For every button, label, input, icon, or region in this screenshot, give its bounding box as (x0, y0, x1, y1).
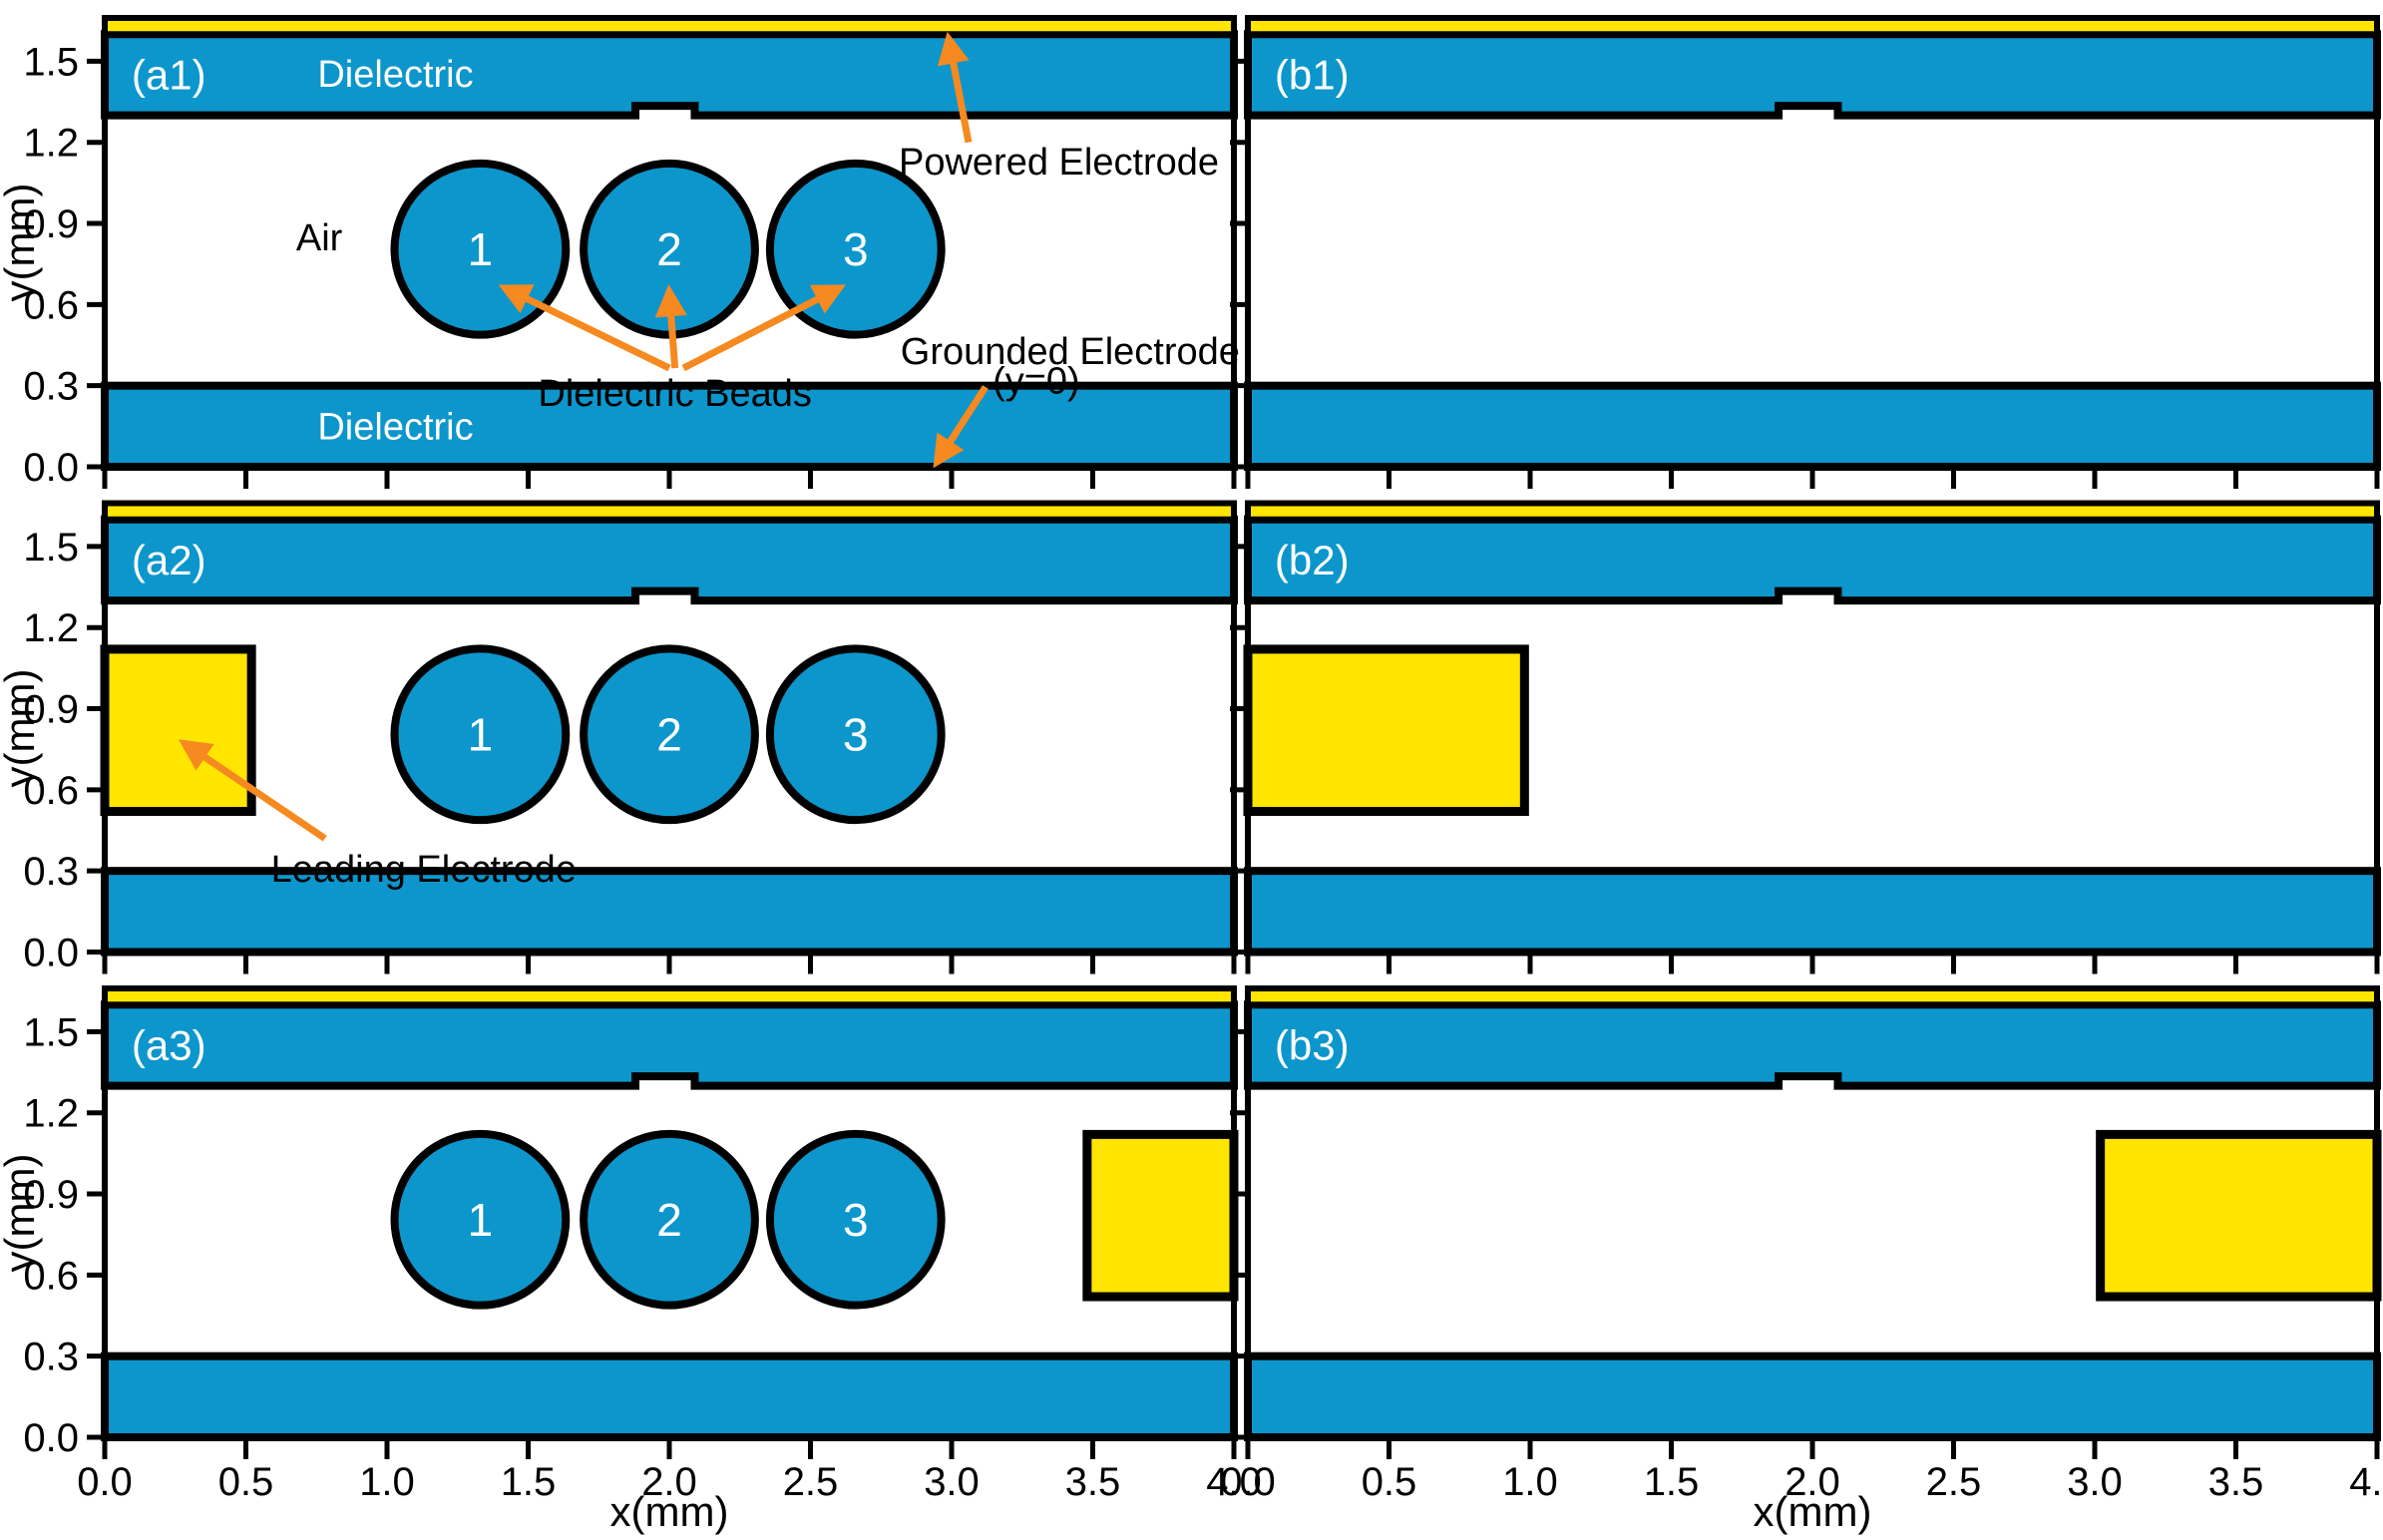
dielectric-bead-3 (765, 644, 946, 825)
panels-root: 1 2 3 0.0 0.3 0.6 0.9 1.2 1.5 (a1) Dielectric Air Po… (23, 15, 2383, 1504)
air-label: Air (296, 217, 343, 259)
x-tick-label-1.5: 1.5 (501, 1460, 557, 1504)
dielectric-bead-2 (580, 644, 759, 825)
bead-number-1: 1 (468, 708, 494, 760)
x-tick-label-3.5: 3.5 (2208, 1460, 2264, 1504)
x-tick-label-0.0: 0.0 (77, 1460, 133, 1504)
y-tick-label-1.2: 1.2 (23, 1092, 79, 1136)
bead1-arrow (498, 284, 671, 372)
x-tick-label-0.5: 0.5 (218, 1460, 274, 1504)
x-tick-label-4.0: 4.0 (1206, 1460, 1262, 1504)
y-tick-label-0.0: 0.0 (23, 1416, 79, 1460)
y-axis-label-row2: y(mm) (0, 669, 43, 788)
top-dielectric (101, 30, 1238, 120)
x-tick-label-2.5: 2.5 (783, 1460, 839, 1504)
x-tick-label-1.5: 1.5 (1644, 1460, 1700, 1504)
leading-electrode-arrow (178, 739, 327, 842)
bead-number-2: 2 (656, 1194, 682, 1246)
panel-a1: 1 2 3 0.0 0.3 0.6 0.9 1.2 1.5 (a1) Dielectric Air Po… (23, 15, 1240, 490)
x-tick-label-2.0: 2.0 (1785, 1460, 1840, 1504)
dielectric-beads-label: Dielectric Beads (538, 373, 812, 415)
y-tick-label-0.9: 0.9 (23, 688, 79, 732)
top-dielectric (1244, 515, 2381, 605)
leading-electrode (1082, 1129, 1239, 1302)
y-tick-label-0.3: 0.3 (23, 1336, 79, 1379)
leading-electrode (1243, 644, 1529, 817)
y-tick-label-1.2: 1.2 (23, 122, 79, 166)
y-tick-label-1.5: 1.5 (23, 1010, 79, 1054)
bead2-arrow (654, 284, 687, 369)
bottom-dielectric (1244, 381, 2381, 472)
dielectric-bead-1 (390, 644, 571, 825)
top-dielectric (101, 515, 1238, 605)
y-tick-label-0.3: 0.3 (23, 850, 79, 894)
y-tick-label-1.5: 1.5 (23, 40, 79, 84)
x-tick-label-1.0: 1.0 (359, 1460, 415, 1504)
panel-label-a2: (a2) (132, 537, 206, 583)
y-tick-label-0.6: 0.6 (23, 1254, 79, 1298)
dielectric-bead-1 (390, 1129, 571, 1310)
x-tick-label-2.0: 2.0 (641, 1460, 697, 1504)
dielectric-top-label: Dielectric (317, 54, 473, 96)
bottom-dielectric (1244, 1351, 2381, 1441)
bottom-dielectric (101, 1351, 1238, 1441)
panel-a2: 1 2 3 0.0 0.3 0.6 0.9 1.2 1.5 (a2) Leading Electro… (23, 500, 1238, 975)
x-tick-label-0.5: 0.5 (1362, 1460, 1417, 1504)
bottom-dielectric (1244, 867, 2381, 957)
panel-label-b3: (b3) (1275, 1021, 1350, 1068)
x-tick-label-0.0: 0.0 (1220, 1460, 1276, 1504)
y-tick-label-0.9: 0.9 (23, 202, 79, 246)
panel-label-a3: (a3) (132, 1021, 206, 1068)
bead3-arrow (681, 284, 846, 372)
dielectric-bead-3 (765, 1129, 946, 1310)
bead-number-3: 3 (843, 708, 869, 760)
grounded-electrode-sublabel: (y=0) (993, 361, 1080, 403)
leading-electrode-label: Leading Electrode (271, 849, 577, 891)
x-tick-label-3.0: 3.0 (924, 1460, 980, 1504)
y-tick-label-1.5: 1.5 (23, 526, 79, 570)
y-tick-label-1.2: 1.2 (23, 606, 79, 650)
bead-number-2: 2 (656, 223, 682, 275)
y-tick-label-0.6: 0.6 (23, 769, 79, 813)
x-tick-label-2.5: 2.5 (1926, 1460, 1982, 1504)
bead-number-2: 2 (656, 708, 682, 760)
y-axis-label-row3: y(mm) (0, 1154, 43, 1273)
bead-number-3: 3 (843, 1194, 869, 1246)
panel-a3: 1 2 3 0.0 0.5 1.0 1.5 2.0 2.5 3.0 3.5 4.0 0.0 0.3 0.6 0… (23, 985, 1262, 1504)
panel-label-b1: (b1) (1275, 51, 1350, 98)
x-tick-label-4.0: 4.0 (2349, 1460, 2383, 1504)
x-tick-label-1.0: 1.0 (1502, 1460, 1558, 1504)
dielectric-bottom-label: Dielectric (317, 407, 473, 449)
y-axis-label-row1: y(mm) (0, 184, 43, 302)
y-tick-label-0.6: 0.6 (23, 283, 79, 327)
grounded-electrode-label: Grounded Electrode (901, 331, 1240, 373)
x-tick-label-3.0: 3.0 (2067, 1460, 2123, 1504)
top-dielectric (1244, 1000, 2381, 1090)
x-axis-label-right: x(mm) (1754, 1488, 1872, 1535)
y-tick-label-0.0: 0.0 (23, 446, 79, 490)
y-tick-label-0.3: 0.3 (23, 365, 79, 409)
dielectric-bead-2 (580, 1129, 759, 1310)
panel-b2: (b2) (1230, 500, 2381, 974)
leading-electrode (2096, 1129, 2382, 1302)
y-tick-label-0.9: 0.9 (23, 1173, 79, 1217)
panel-b1: (b1) (1230, 15, 2381, 489)
bead-number-3: 3 (843, 223, 869, 275)
x-tick-label-3.5: 3.5 (1065, 1460, 1121, 1504)
bead-number-1: 1 (468, 223, 494, 275)
top-dielectric (101, 1000, 1238, 1090)
y-tick-label-0.0: 0.0 (23, 932, 79, 975)
grounded-electrode-arrow (933, 385, 989, 469)
powered-electrode-label: Powered Electrode (899, 142, 1219, 184)
powered-electrode-arrow (937, 31, 973, 144)
x-axis-label-left: x(mm) (610, 1488, 729, 1535)
bead-number-1: 1 (468, 1194, 494, 1246)
top-dielectric (1244, 30, 2381, 120)
panel-label-b2: (b2) (1275, 537, 1350, 583)
leading-electrode (100, 644, 256, 817)
panel-label-a1: (a1) (132, 51, 206, 98)
panel-b3: 0.0 0.5 1.0 1.5 2.0 2.5 3.0 3.5 4.0 (b3) (1220, 985, 2383, 1504)
